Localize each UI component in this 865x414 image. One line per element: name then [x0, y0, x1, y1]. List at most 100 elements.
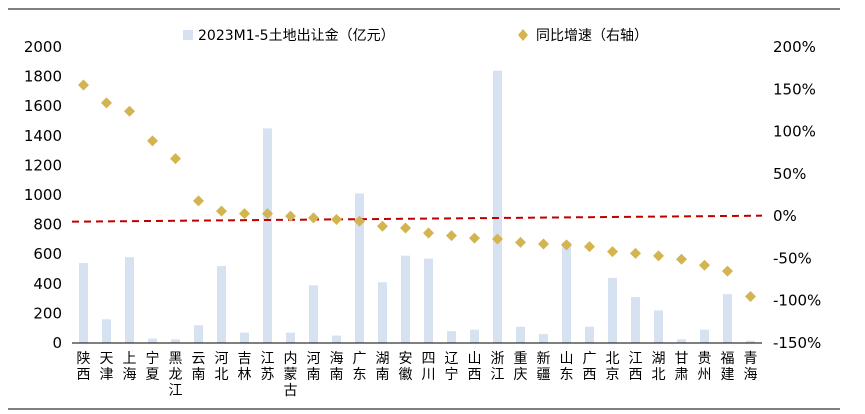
growth-point [745, 290, 756, 302]
category-label: 江西 [629, 351, 643, 383]
category-label: 重庆 [514, 351, 528, 383]
bar [608, 277, 617, 343]
right-tick-label: 0% [773, 207, 797, 225]
bar [493, 70, 502, 344]
category-label: 河北 [215, 351, 229, 383]
growth-series [78, 79, 756, 302]
bar [470, 329, 479, 343]
bar [79, 263, 88, 343]
category-label: 河南 [307, 351, 321, 383]
category-label: 浙江 [491, 351, 505, 383]
bar [447, 331, 456, 343]
left-tick-label: 1000 [24, 186, 62, 204]
category-label: 安徽 [399, 351, 413, 383]
legend-bar-label: 2023M1-5土地出让金（亿元） [198, 28, 395, 44]
category-label: 新疆 [537, 351, 551, 383]
growth-point [630, 247, 641, 259]
reference-dashed-line [71, 214, 763, 223]
growth-point [584, 241, 595, 253]
legend-bar-swatch [183, 30, 193, 40]
growth-point [262, 208, 273, 220]
category-label: 江苏 [261, 351, 275, 383]
bar [516, 326, 525, 343]
reference-line [71, 214, 763, 223]
left-tick-label: 200 [33, 304, 62, 322]
bar-series [79, 70, 755, 344]
left-tick-label: 1800 [24, 68, 62, 86]
growth-point [676, 253, 687, 265]
bar [332, 335, 341, 343]
bar [654, 310, 663, 343]
growth-point [331, 214, 342, 226]
category-label: 青海 [744, 351, 758, 383]
bar [309, 285, 318, 343]
bar [677, 339, 686, 343]
bar [700, 329, 709, 343]
bar [263, 128, 272, 343]
growth-point [308, 212, 319, 224]
bar [102, 319, 111, 343]
growth-point [492, 233, 503, 245]
left-tick-label: 1600 [24, 97, 62, 115]
growth-point [400, 222, 411, 234]
category-label: 陕西 [77, 351, 91, 383]
right-tick-label: -100% [773, 292, 821, 310]
category-label: 山西 [468, 351, 482, 383]
growth-point [101, 97, 112, 109]
growth-point [170, 153, 181, 165]
bar [631, 297, 640, 343]
bar [125, 257, 134, 343]
category-label: 福建 [721, 351, 735, 383]
category-label: 辽宁 [445, 351, 459, 383]
category-label: 湖南 [376, 351, 390, 383]
right-tick-label: 100% [773, 123, 816, 141]
growth-point [285, 210, 296, 222]
growth-point [653, 250, 664, 262]
growth-point [607, 246, 618, 258]
bar [401, 255, 410, 343]
bar [194, 325, 203, 343]
legend-diamond-swatch [518, 29, 528, 41]
category-label: 四川 [422, 351, 436, 383]
bar [148, 338, 157, 343]
bar [746, 340, 755, 343]
category-label: 云南 [192, 351, 206, 383]
right-axis: -150% -100% -50% 0% 50% 100% 150% 200% [773, 38, 821, 352]
category-label: 湖北 [652, 351, 666, 383]
legend-marker-label: 同比增速（右轴） [536, 28, 648, 44]
growth-point [354, 215, 365, 227]
growth-point [193, 195, 204, 207]
category-label: 甘肃 [675, 351, 689, 383]
left-axis: 0 200 400 600 800 1000 1200 1400 1600 1800 2000 [24, 38, 62, 352]
growth-point [699, 259, 710, 271]
bar [378, 282, 387, 343]
growth-point [147, 135, 158, 147]
bar [355, 193, 364, 343]
growth-point [446, 230, 457, 242]
right-tick-label: 200% [773, 38, 816, 56]
bar [562, 242, 571, 343]
growth-point [561, 239, 572, 251]
category-label: 山东 [560, 351, 574, 383]
growth-point [216, 205, 227, 217]
legend: 2023M1-5土地出让金（亿元） 同比增速（右轴） [183, 28, 648, 44]
bar [424, 258, 433, 343]
left-tick-label: 2000 [24, 38, 62, 56]
category-label: 北京 [606, 351, 620, 383]
bar [217, 266, 226, 343]
category-label: 海南 [330, 351, 344, 383]
growth-point [377, 220, 388, 232]
bar [240, 332, 249, 343]
category-label: 吉林 [238, 351, 252, 383]
right-tick-label: -150% [773, 334, 821, 352]
bar [286, 332, 295, 343]
growth-point [124, 105, 135, 117]
left-tick-label: 400 [33, 275, 62, 293]
category-label: 天津 [100, 351, 114, 383]
growth-point [722, 265, 733, 277]
growth-point [469, 232, 480, 244]
category-label: 贵州 [698, 351, 712, 383]
left-tick-label: 0 [52, 334, 62, 352]
right-tick-label: 150% [773, 80, 816, 98]
